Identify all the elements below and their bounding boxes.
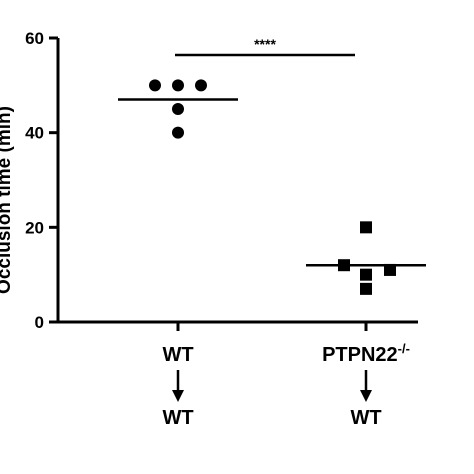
- significance-label: ****: [254, 36, 276, 52]
- y-tick-label: 20: [25, 218, 44, 237]
- y-tick-label: 40: [25, 124, 44, 143]
- y-tick-label: 0: [35, 313, 44, 332]
- x-axis: WT WT PTPN22-/- WT: [58, 320, 418, 429]
- data-point-circle: [172, 126, 184, 139]
- y-axis: 0 20 40 60: [25, 29, 60, 332]
- data-point-square: [360, 282, 372, 295]
- x-bottom-label: WT: [350, 407, 381, 429]
- x-category-label: WT: [162, 344, 193, 366]
- y-tick-label: 60: [25, 29, 44, 48]
- data-point-circle: [149, 79, 161, 92]
- significance-annotation: ****: [175, 36, 355, 57]
- data-point-square: [384, 263, 396, 276]
- down-arrow-head: [360, 390, 372, 402]
- data-point-circle: [172, 103, 184, 115]
- down-arrow-head: [172, 390, 184, 402]
- data-point-circle: [195, 79, 207, 92]
- data-point-circle: [172, 79, 184, 92]
- y-axis-title: Occlusion time (min): [0, 106, 15, 294]
- data-point-square: [360, 268, 372, 281]
- x-bottom-label: WT: [162, 407, 193, 429]
- data-points: [118, 79, 426, 295]
- data-point-square: [360, 221, 372, 234]
- x-category-label: PTPN22-/-: [322, 341, 410, 366]
